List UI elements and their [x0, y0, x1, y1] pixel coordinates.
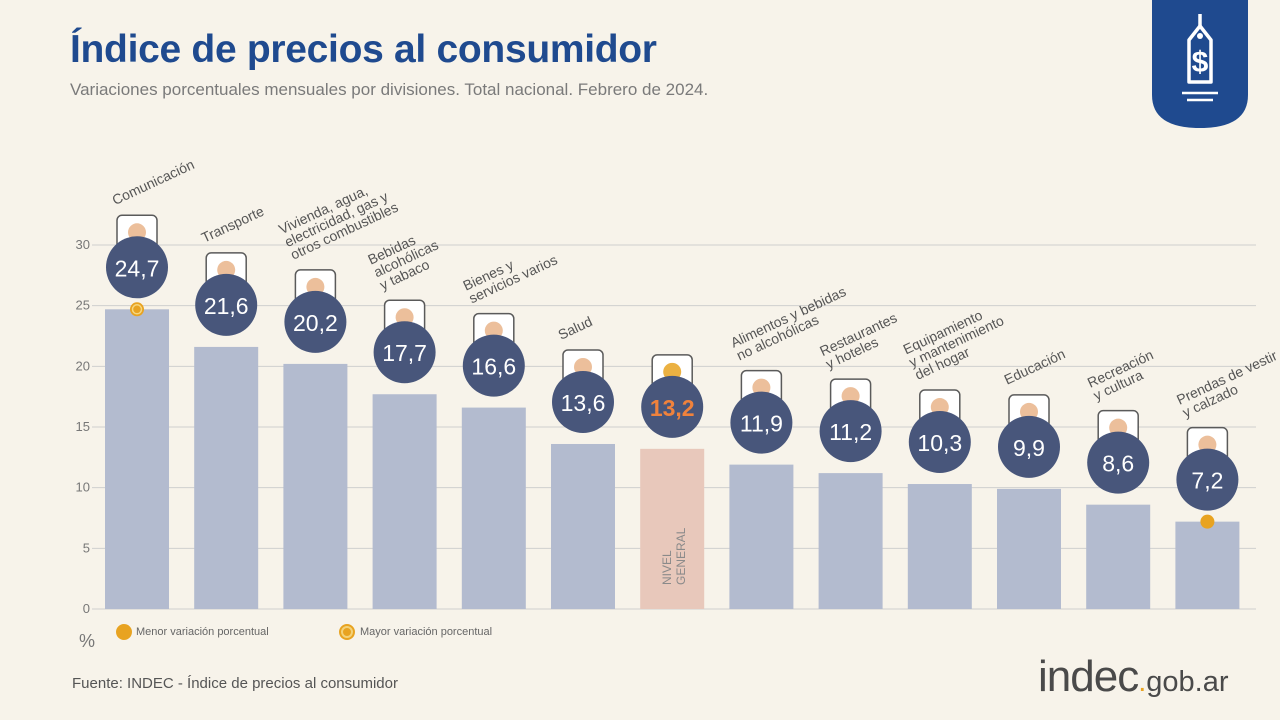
page-subtitle: Variaciones porcentuales mensuales por d… [70, 80, 709, 99]
legend [116, 624, 355, 640]
y-tick-label: 10 [76, 480, 90, 495]
bar [194, 346, 259, 609]
value-circle [998, 415, 1060, 478]
value-circle [730, 391, 793, 454]
bar [551, 443, 615, 609]
value-circle [1087, 431, 1150, 494]
highlight-bar-label: NIVEL GENERAL [660, 527, 688, 585]
logo-suffix: gob.ar [1146, 666, 1229, 698]
value-label: 8,6 [1102, 451, 1134, 477]
value-circle [373, 321, 436, 384]
bar [461, 407, 526, 609]
bar [907, 484, 972, 609]
legend-max-label: Mayor variación porcentual [360, 626, 493, 638]
value-label: 13,6 [561, 390, 606, 416]
y-tick-label: 30 [76, 237, 90, 252]
value-circle [106, 236, 168, 299]
category-label: Transporte [199, 203, 267, 246]
bar [372, 394, 437, 609]
legend-min-marker [116, 624, 132, 640]
value-label: 13,2 [650, 395, 695, 421]
price-tag-badge: $ [1152, 0, 1248, 128]
logo-main: indec [1038, 652, 1139, 701]
bar [1086, 504, 1151, 609]
bars-layer [105, 309, 1240, 609]
indec-logo: indec.gob.ar [1038, 652, 1228, 702]
value-circle [1176, 448, 1239, 511]
value-circle [641, 375, 704, 438]
value-label: 11,2 [829, 419, 872, 445]
bar [818, 473, 883, 609]
category-label: Salud [556, 313, 595, 343]
category-label: Comunicación [110, 156, 197, 208]
page-title: Índice de precios al consumidor [70, 28, 657, 71]
legend-min-label: Menor variación porcentual [136, 626, 269, 638]
category-label-line: Transporte [199, 203, 267, 246]
legend-max-marker-ring [341, 626, 353, 638]
value-circle [195, 273, 258, 336]
value-label: 20,2 [293, 310, 338, 336]
y-tick-label: 25 [76, 298, 90, 313]
dollar-icon: $ [1192, 46, 1209, 79]
y-tick-label: 0 [83, 601, 90, 616]
value-label: 17,7 [382, 340, 427, 366]
bar [105, 309, 169, 609]
logo-dot: . [1138, 666, 1147, 698]
price-tag-icon [1187, 14, 1213, 84]
bar [1175, 521, 1240, 609]
value-circle [552, 370, 614, 433]
y-axis-label: % [79, 631, 95, 651]
category-label-line: Comunicación [110, 156, 197, 208]
value-label: 24,7 [115, 255, 160, 281]
value-label: 10,3 [917, 430, 962, 456]
bar [729, 464, 794, 609]
value-label: 16,6 [471, 354, 516, 380]
value-circle [908, 411, 971, 474]
bar [283, 363, 348, 609]
value-label: 11,9 [740, 411, 783, 437]
y-tick-label: 15 [76, 419, 90, 434]
bar [640, 448, 705, 609]
value-label: 9,9 [1013, 435, 1045, 461]
y-tick-label: 20 [76, 358, 90, 373]
badge-shape [1152, 0, 1248, 128]
value-label: 7,2 [1191, 468, 1223, 494]
source-note: Fuente: INDEC - Índice de precios al con… [72, 675, 398, 692]
y-tick-label: 5 [83, 540, 90, 555]
max-variation-marker-ring [131, 304, 143, 315]
value-circle [284, 290, 347, 353]
bar [997, 488, 1061, 609]
min-variation-marker [1200, 514, 1215, 529]
highlight-bar-label-line: NIVEL [660, 550, 674, 585]
value-circles-layer: 24,7 21,6 20,2 17,7 16,6 13,6 13,2 11,9 11,2 10,3… [106, 214, 1239, 529]
category-label-line: Salud [556, 313, 595, 343]
value-label: 21,6 [204, 293, 249, 319]
highlight-bar-label-line: GENERAL [674, 527, 688, 585]
value-circle [462, 334, 525, 397]
value-circle [819, 400, 882, 463]
